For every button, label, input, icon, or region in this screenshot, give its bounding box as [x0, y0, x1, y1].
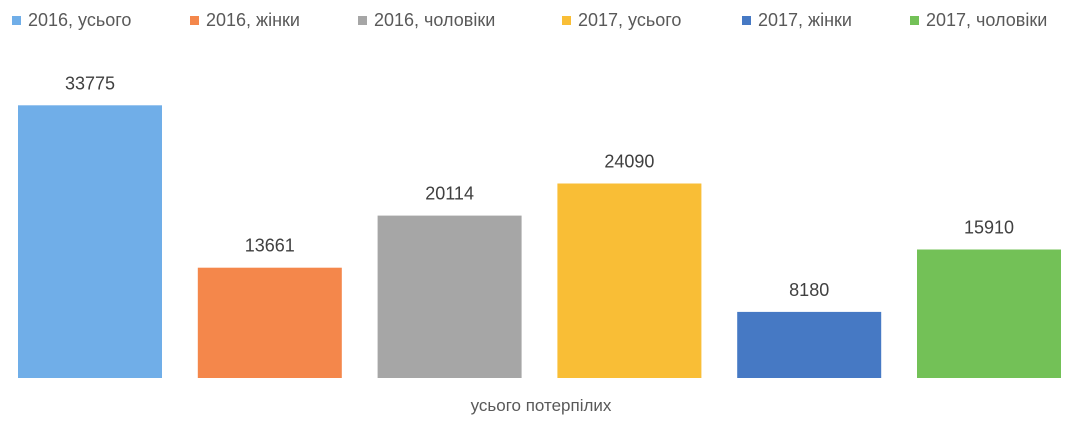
legend-swatch — [190, 16, 199, 25]
data-label: 24090 — [604, 152, 654, 172]
legend-label: 2016, жінки — [206, 10, 300, 30]
legend-label: 2016, усього — [28, 10, 132, 30]
legend-label: 2017, чоловіки — [926, 10, 1048, 30]
data-label: 20114 — [425, 184, 474, 204]
x-axis-label: усього потерпілих — [470, 396, 612, 415]
legend-label: 2017, усього — [578, 10, 682, 30]
legend: 2016, усього 2016, жінки 2016, чоловіки … — [0, 0, 1082, 40]
data-label: 15910 — [964, 218, 1014, 238]
bar — [557, 183, 702, 378]
legend-label: 2017, жінки — [758, 10, 852, 30]
legend-swatch — [12, 16, 21, 25]
data-label: 33775 — [65, 73, 115, 93]
bar — [737, 311, 882, 378]
bar — [917, 249, 1061, 378]
data-label: 8180 — [789, 280, 829, 300]
legend-label: 2016, чоловіки — [374, 10, 496, 30]
legend-swatch — [562, 16, 571, 25]
bar — [18, 105, 162, 379]
bar — [197, 267, 342, 378]
bar — [377, 215, 522, 378]
data-label: 13661 — [245, 236, 295, 256]
legend-swatch — [910, 16, 919, 25]
legend-swatch — [358, 16, 367, 25]
legend-swatch — [742, 16, 751, 25]
